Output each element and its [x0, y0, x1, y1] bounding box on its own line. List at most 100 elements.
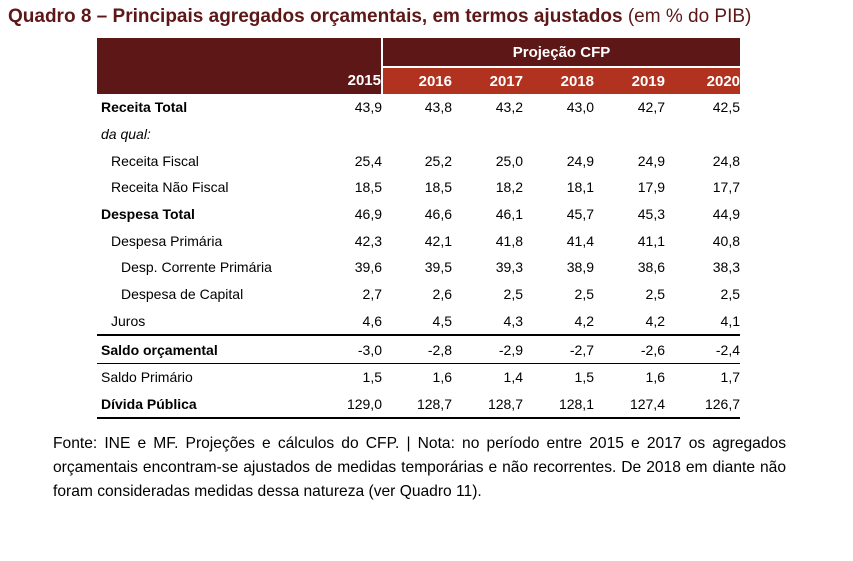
title-unit: (em % do PIB): [627, 6, 752, 27]
cell-2019: 1,6: [645, 369, 665, 386]
cell-2017: 25,0: [495, 152, 523, 169]
cell-2019: 38,6: [637, 259, 665, 276]
table-row: Receita Não Fiscal 18,5 18,5 18,2 18,1 17,9 17…: [97, 174, 740, 201]
cell-2020: 126,7: [665, 390, 741, 420]
row-label: Despesa Primária: [111, 232, 223, 249]
cell-2019: 45,3: [637, 206, 665, 223]
cell-2020: [665, 121, 740, 148]
cell-2020: 40,8: [712, 232, 741, 249]
cell-2017: 1,4: [503, 369, 523, 386]
year-header-2017: 2017: [452, 67, 523, 94]
cell-2019: 127,4: [594, 390, 665, 420]
row-label: da qual:: [101, 126, 151, 143]
projection-header: Projeção CFP: [380, 38, 741, 68]
budget-aggregates-table: Projeção CFP 2015 2016 2017 2018 2019 20…: [97, 38, 741, 420]
cell-2016: 128,7: [382, 390, 452, 420]
table-body: Receita Total 43,9 43,8 43,2 43,0 42,7 42,5 da …: [97, 94, 741, 420]
cell-2020: 4,1: [720, 312, 741, 329]
cell-2015: 18,5: [354, 179, 382, 196]
cell-2020: 38,3: [712, 259, 741, 276]
cell-2019: 42,7: [637, 99, 665, 116]
cell-2016: 1,6: [432, 369, 452, 386]
cell-2020: -2,4: [665, 334, 741, 364]
table-row: Saldo Primário 1,5 1,6 1,4 1,5 1,6 1,7: [97, 363, 740, 390]
cell-2019: -2,6: [594, 334, 665, 364]
cell-2020: 42,5: [712, 99, 741, 116]
cell-2016: 4,5: [432, 312, 452, 329]
row-label: Saldo Primário: [101, 369, 193, 386]
cell-2020: 17,7: [712, 179, 741, 196]
cell-2017: 41,8: [495, 232, 523, 249]
table-row: Despesa Primária 42,3 42,1 41,8 41,4 41,1 40,8: [97, 227, 740, 254]
cell-2020: 2,5: [720, 286, 741, 303]
row-label: Saldo orçamental: [97, 334, 311, 364]
cell-2019: [594, 121, 665, 148]
row-label: Receita Total: [101, 99, 188, 116]
cell-2019: 24,9: [637, 152, 665, 169]
cell-2015: 46,9: [354, 206, 382, 223]
cell-2020: 44,9: [712, 206, 741, 223]
table-row: Saldo orçamental -3,0 -2,8 -2,9 -2,7 -2,6 -2,4: [97, 334, 741, 364]
cell-2016: 2,6: [432, 286, 452, 303]
table-row: Receita Fiscal 25,4 25,2 25,0 24,9 24,9 24,8: [97, 147, 740, 174]
cell-2018: 38,9: [566, 259, 594, 276]
cell-2015: 43,9: [354, 99, 382, 116]
cell-2015: -3,0: [311, 334, 382, 364]
cell-2016: 42,1: [424, 232, 452, 249]
cell-2018: 2,5: [574, 286, 594, 303]
cell-2016: 39,5: [424, 259, 452, 276]
cell-2015: 39,6: [354, 259, 382, 276]
cell-2016: 25,2: [424, 152, 452, 169]
cell-2016: [382, 121, 452, 148]
cell-2018: 43,0: [566, 99, 594, 116]
header-blank: [97, 38, 311, 67]
cell-2015: [311, 121, 382, 148]
row-label: Receita Fiscal: [111, 152, 199, 169]
title-main: Quadro 8 – Principais agregados orçament…: [8, 6, 623, 27]
cell-2015: 1,5: [362, 369, 382, 386]
cell-2017: 4,3: [503, 312, 523, 329]
row-label: Juros: [111, 312, 146, 329]
year-header-2018: 2018: [523, 67, 594, 94]
row-label: Desp. Corrente Primária: [121, 259, 272, 276]
cell-2020: 1,7: [720, 369, 741, 386]
cell-2017: 43,2: [495, 99, 523, 116]
table-row: Juros 4,6 4,5 4,3 4,2 4,2 4,1: [97, 308, 740, 336]
year-header-2016: 2016: [381, 67, 452, 94]
cell-2015: 2,7: [362, 286, 382, 303]
cell-2020: 24,8: [712, 152, 741, 169]
cell-2018: -2,7: [523, 334, 594, 364]
cell-2019: 4,2: [645, 312, 665, 329]
cell-2016: 43,8: [424, 99, 452, 116]
cell-2017: 18,2: [495, 179, 523, 196]
cell-2015: 4,6: [362, 312, 382, 329]
cell-2018: 45,7: [566, 206, 594, 223]
source-note: Fonte: INE e MF. Projeções e cálculos do…: [53, 435, 786, 500]
row-label: Despesa Total: [101, 206, 195, 223]
cell-2015: 42,3: [354, 232, 382, 249]
cell-2019: 41,1: [637, 232, 665, 249]
row-label: Receita Não Fiscal: [111, 179, 229, 196]
cell-2015: 25,4: [354, 152, 382, 169]
cell-2018: 4,2: [574, 312, 594, 329]
table-row: Despesa Total 46,9 46,6 46,1 45,7 45,3 44,9: [97, 201, 740, 228]
header-row-years: 2015 2016 2017 2018 2019 2020: [97, 67, 741, 94]
cell-2016: 46,6: [424, 206, 452, 223]
cell-2018: 128,1: [523, 390, 594, 420]
cell-2018: 18,1: [566, 179, 594, 196]
cell-2017: 2,5: [503, 286, 523, 303]
cell-2017: 128,7: [452, 390, 523, 420]
table-row: da qual:: [97, 121, 740, 148]
cell-2017: -2,9: [452, 334, 523, 364]
table-title: Quadro 8 – Principais agregados orçament…: [8, 6, 751, 28]
cell-2015: 129,0: [311, 390, 382, 420]
cell-2019: 17,9: [637, 179, 665, 196]
row-label: Dívida Pública: [97, 390, 311, 420]
header-label-blank: [97, 67, 311, 94]
year-header-2020: 2020: [665, 67, 741, 94]
cell-2018: 41,4: [566, 232, 594, 249]
cell-2018: 24,9: [566, 152, 594, 169]
cell-2017: 46,1: [495, 206, 523, 223]
cell-2016: 18,5: [424, 179, 452, 196]
header-row-projection: Projeção CFP: [97, 38, 741, 68]
